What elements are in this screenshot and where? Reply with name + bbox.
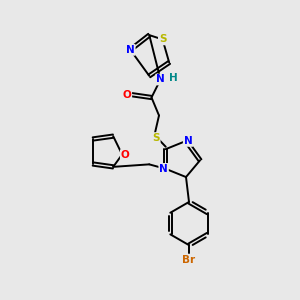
- Text: N: N: [159, 164, 168, 174]
- Text: S: S: [159, 34, 166, 44]
- Text: Br: Br: [182, 254, 196, 265]
- Text: N: N: [126, 45, 135, 55]
- Text: N: N: [184, 136, 193, 146]
- Text: H: H: [169, 73, 178, 83]
- Text: N: N: [156, 74, 165, 85]
- Text: S: S: [152, 133, 160, 143]
- Text: O: O: [121, 150, 130, 160]
- Text: O: O: [122, 89, 131, 100]
